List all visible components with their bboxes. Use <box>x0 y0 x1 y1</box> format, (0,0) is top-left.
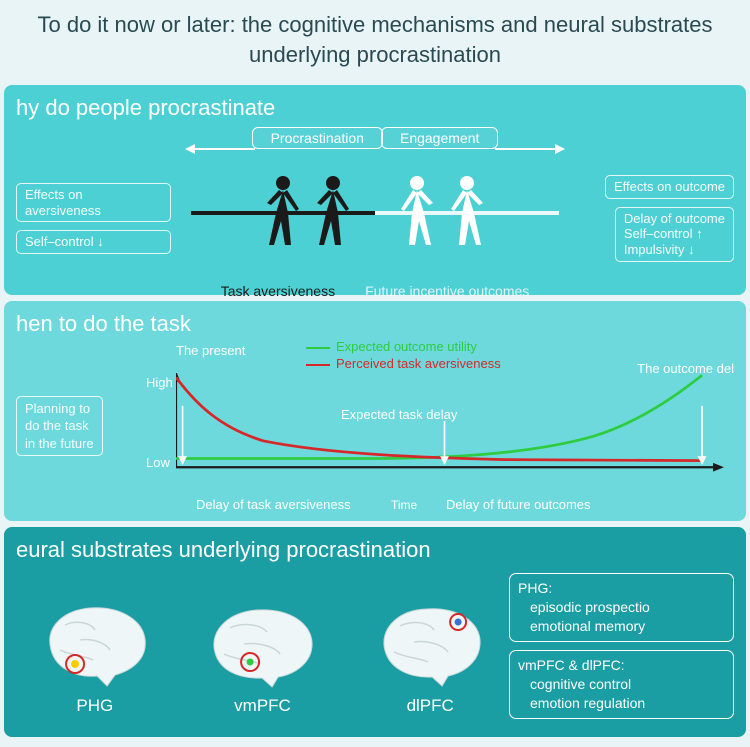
y-low: Low <box>146 455 170 470</box>
brain-phg: PHG <box>20 600 170 716</box>
brain-cap-phg: PHG <box>76 696 113 716</box>
panel3-body: PHG vmPFC dlPFC <box>16 569 734 724</box>
brain-row: PHG vmPFC dlPFC <box>16 569 509 724</box>
pfc-description: vmPFC & dlPFC: cognitive control emotion… <box>509 650 734 719</box>
legend-row-1: Expected outcome utility <box>306 339 501 354</box>
legend-row-2: Perceived task aversiveness <box>306 356 501 371</box>
phg-description: PHG: episodic prospectio emotional memor… <box>509 573 734 642</box>
effects-outcome-title: Effects on outcome <box>605 175 734 199</box>
brain-icon-dlpfc <box>359 600 501 690</box>
effects-outcome-item: Delay of outcome Self–control ↑ Impulsiv… <box>615 207 734 262</box>
figure-light-2 <box>449 173 489 253</box>
x-axis-label: Time <box>391 498 417 512</box>
panel-when: hen to do the task Planning to do the ta… <box>4 301 746 521</box>
future-outcomes-caption: Future incentive outcomes <box>365 283 529 299</box>
panel1-body: Effects on aversiveness Self–control ↓ E… <box>16 153 734 283</box>
panel-neural: eural substrates underlying procrastinat… <box>4 527 746 737</box>
effects-aversiveness-item: Self–control ↓ <box>16 230 171 254</box>
chart-svg <box>176 373 724 483</box>
y-high: High <box>146 375 173 390</box>
procrastination-label: Procrastination <box>252 127 383 149</box>
chart-legend: Expected outcome utility Perceived task … <box>306 339 501 373</box>
tug-of-war-scene <box>171 153 579 283</box>
left-effects: Effects on aversiveness Self–control ↓ <box>16 183 171 254</box>
main-title: To do it now or later: the cognitive mec… <box>20 10 730 69</box>
panel2-heading: hen to do the task <box>16 311 734 337</box>
brain-icon-phg <box>24 600 166 690</box>
brain-cap-vmpfc: vmPFC <box>234 696 291 716</box>
panel1-heading: hy do people procrastinate <box>16 95 734 121</box>
effects-aversiveness-title: Effects on aversiveness <box>16 183 171 222</box>
brain-cap-dlpfc: dlPFC <box>407 696 454 716</box>
panel-why: hy do people procrastinate Procrastinati… <box>4 85 746 295</box>
panel3-heading: eural substrates underlying procrastinat… <box>16 537 734 563</box>
bottom-captions: Task aversiveness Future incentive outco… <box>16 283 734 299</box>
title-area: To do it now or later: the cognitive mec… <box>0 0 750 79</box>
task-aversiveness-caption: Task aversiveness <box>221 283 335 299</box>
panel3-descriptions: PHG: episodic prospectio emotional memor… <box>509 569 734 724</box>
panel2-body: Planning to do the task in the future Ex… <box>16 343 734 508</box>
right-effects: Effects on outcome Delay of outcome Self… <box>579 175 734 261</box>
engagement-label: Engagement <box>381 127 498 149</box>
planning-box-area: Planning to do the task in the future <box>16 343 146 508</box>
utility-chart: Expected outcome utility Perceived task … <box>146 343 734 508</box>
brain-dlpfc: dlPFC <box>355 600 505 716</box>
expected-delay-label: Expected task delay <box>341 407 457 422</box>
brain-icon-vmpfc <box>191 600 333 690</box>
top-labels: Procrastination Engagement <box>16 127 734 149</box>
figure-dark-1 <box>261 173 301 253</box>
figure-dark-2 <box>311 173 351 253</box>
x-region-right: Delay of future outcomes <box>446 497 591 512</box>
present-label: The present <box>176 343 245 358</box>
planning-box: Planning to do the task in the future <box>16 396 103 457</box>
brain-vmpfc: vmPFC <box>188 600 338 716</box>
figure-light-1 <box>399 173 439 253</box>
x-region-left: Delay of task aversiveness <box>196 497 351 512</box>
